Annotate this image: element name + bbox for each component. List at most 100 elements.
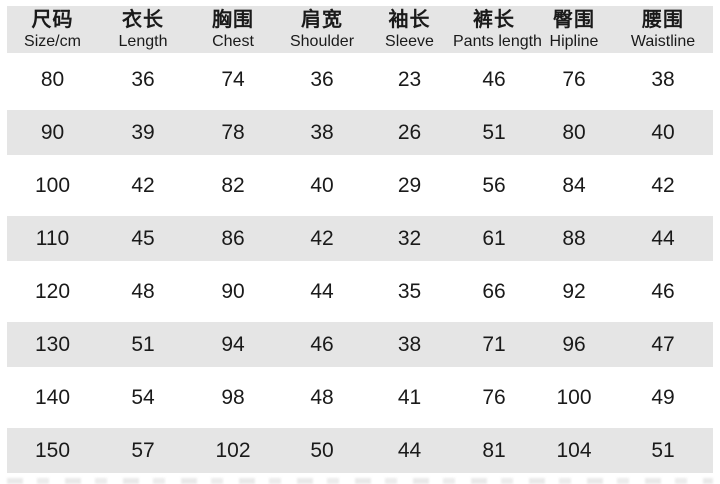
header-label-zh: 腰围: [642, 8, 684, 31]
table-cell: 51: [453, 106, 535, 159]
table-cell: 42: [278, 212, 366, 265]
header-cell-0: 尺码 Size/cm: [7, 6, 98, 53]
table-cell: 82: [221, 173, 245, 197]
table-cell: 90: [221, 279, 245, 303]
table-cell: 42: [131, 173, 155, 197]
header-cell-3: 肩宽 Shoulder: [278, 6, 366, 53]
table-cell: 40: [613, 106, 713, 159]
table-row: 80 36 74 36 23 46 76 38: [7, 53, 713, 106]
header-label-en: Shoulder: [289, 32, 355, 50]
table-cell: 100: [556, 385, 592, 409]
size-chart-table: 尺码 Size/cm 衣长 Length 胸围 Chest 肩宽 Shoulder 袖长 Slee…: [7, 6, 713, 477]
header-label-en: Size/cm: [24, 32, 81, 50]
table-cell: 120: [34, 279, 71, 303]
table-cell: 38: [278, 106, 366, 159]
table-cell: 41: [397, 385, 422, 409]
table-cell: 76: [482, 385, 506, 409]
header-cell-6: 臀围 Hipline: [535, 6, 613, 53]
table-cell: 51: [98, 318, 188, 371]
table-cell: 35: [397, 279, 422, 303]
table-cell: 23: [397, 67, 422, 91]
table-cell: 45: [98, 212, 188, 265]
header-label-en: Sleeve: [385, 32, 434, 50]
table-cell: 48: [310, 385, 334, 409]
table-cell: 61: [453, 212, 535, 265]
table-cell: 38: [366, 318, 453, 371]
table-cell: 92: [562, 279, 586, 303]
header-cell-1: 衣长 Length: [98, 6, 188, 53]
table-cell: 38: [651, 67, 675, 91]
table-cell: 81: [453, 424, 535, 477]
header-label-zh: 肩宽: [301, 8, 343, 31]
header-label-zh: 袖长: [388, 8, 431, 31]
table-cell: 150: [7, 424, 98, 477]
header-label-zh: 臀围: [553, 8, 595, 31]
table-cell: 74: [221, 67, 245, 91]
table-cell: 46: [651, 279, 675, 303]
table-cell: 36: [131, 67, 155, 91]
table-cell: 86: [188, 212, 278, 265]
header-label-en: Hipline: [549, 32, 599, 50]
table-cell: 50: [278, 424, 366, 477]
table-cell: 48: [131, 279, 155, 303]
table-cell: 26: [366, 106, 453, 159]
header-cell-2: 胸围 Chest: [188, 6, 278, 53]
table-cell: 98: [221, 385, 245, 409]
header-label-en: Pants length: [453, 32, 542, 50]
table-cell: 56: [482, 173, 506, 197]
table-cell: 71: [453, 318, 535, 371]
table-cell: 32: [366, 212, 453, 265]
table-cell: 66: [482, 279, 506, 303]
cropped-next-row-remnant: [7, 478, 713, 484]
table-cell: 42: [651, 173, 675, 197]
table-cell: 44: [366, 424, 453, 477]
table-cell: 140: [34, 385, 71, 409]
table-cell: 78: [188, 106, 278, 159]
header-cell-7: 腰围 Waistline: [613, 6, 713, 53]
table-cell: 76: [562, 67, 586, 91]
table-cell: 94: [188, 318, 278, 371]
table-row: 90 39 78 38 26 51 80 40: [7, 106, 713, 159]
table-cell: 44: [613, 212, 713, 265]
table-cell: 102: [188, 424, 278, 477]
table-cell: 57: [98, 424, 188, 477]
table-body: 80 36 74 36 23 46 76 38 90 39 78 38 26 51 80 40 100 42 82 4…: [7, 53, 713, 477]
table-cell: 46: [482, 67, 506, 91]
table-cell: 80: [40, 67, 65, 91]
table-cell: 39: [98, 106, 188, 159]
header-cell-5: 裤长 Pants length: [453, 6, 542, 53]
table-row: 100 42 82 40 29 56 84 42: [7, 159, 713, 212]
table-cell: 46: [278, 318, 366, 371]
header-label-zh: 尺码: [31, 8, 74, 31]
table-header: 尺码 Size/cm 衣长 Length 胸围 Chest 肩宽 Shoulder 袖长 Slee…: [7, 6, 713, 53]
table-cell: 51: [613, 424, 713, 477]
header-cell-4: 袖长 Sleeve: [366, 6, 453, 53]
table-cell: 96: [535, 318, 613, 371]
table-cell: 100: [34, 173, 71, 197]
table-cell: 49: [651, 385, 675, 409]
table-cell: 110: [7, 212, 98, 265]
header-label-zh: 衣长: [122, 8, 164, 31]
header-label-zh: 胸围: [212, 8, 254, 31]
table-cell: 80: [535, 106, 613, 159]
table-cell: 104: [535, 424, 613, 477]
table-cell: 36: [310, 67, 334, 91]
table-cell: 54: [131, 385, 155, 409]
table-row: 140 54 98 48 41 76 100 49: [7, 371, 713, 424]
table-header-row: 尺码 Size/cm 衣长 Length 胸围 Chest 肩宽 Shoulder 袖长 Slee…: [7, 6, 713, 53]
header-label-en: Chest: [212, 32, 254, 50]
table-cell: 90: [7, 106, 98, 159]
table-cell: 130: [7, 318, 98, 371]
table-cell: 29: [397, 173, 422, 197]
table-cell: 84: [562, 173, 586, 197]
table-row: 120 48 90 44 35 66 92 46: [7, 265, 713, 318]
table-cell: 40: [310, 173, 334, 197]
table-cell: 47: [613, 318, 713, 371]
header-label-en: Length: [118, 32, 168, 50]
table-cell: 88: [535, 212, 613, 265]
table-cell: 44: [310, 279, 334, 303]
table-row: 130 51 94 46 38 71 96 47: [7, 318, 713, 371]
table-row: 110 45 86 42 32 61 88 44: [7, 212, 713, 265]
header-label-en: Waistline: [630, 32, 696, 50]
